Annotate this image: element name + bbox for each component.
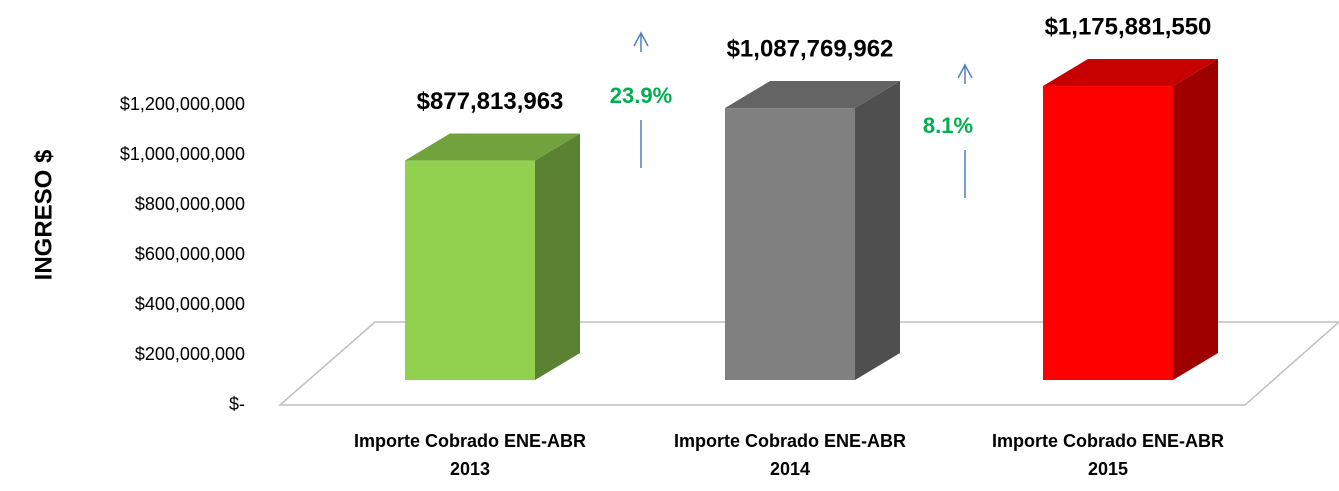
arrow-up [957,63,973,84]
bar-top [1043,59,1218,87]
annotation: 23.9% [610,83,672,108]
bar-top [405,133,580,161]
y-tick-label: $- [229,394,245,414]
arrow-up [633,31,649,52]
annotation: 8.1% [923,113,973,138]
data-label: $877,813,963 [417,88,564,115]
floor [278,321,1339,406]
y-tick-label: $1,200,000,000 [120,94,245,114]
bar [1043,86,1173,381]
bar [405,160,535,380]
bar-top [725,81,900,109]
y-tick-label: $800,000,000 [135,194,245,214]
y-tick-label: $600,000,000 [135,244,245,264]
arrows [633,31,973,198]
y-axis-label: INGRESO $ [30,149,57,280]
x-tick-label: Importe Cobrado ENE-ABR 2015 [991,431,1224,479]
y-tick-label: $1,000,000,000 [120,144,245,164]
y-tick-label: $200,000,000 [135,344,245,364]
data-label: $1,087,769,962 [727,35,894,62]
data-label: $1,175,881,550 [1045,13,1212,40]
x-tick-label: Importe Cobrado ENE-ABR 2014 [673,431,906,479]
bar-side [535,133,580,380]
bar-side [1173,59,1218,381]
y-tick-label: $400,000,000 [135,294,245,314]
bar [725,108,855,381]
x-tick-label: Importe Cobrado ENE-ABR 2013 [353,431,586,479]
bar-side [855,81,900,381]
